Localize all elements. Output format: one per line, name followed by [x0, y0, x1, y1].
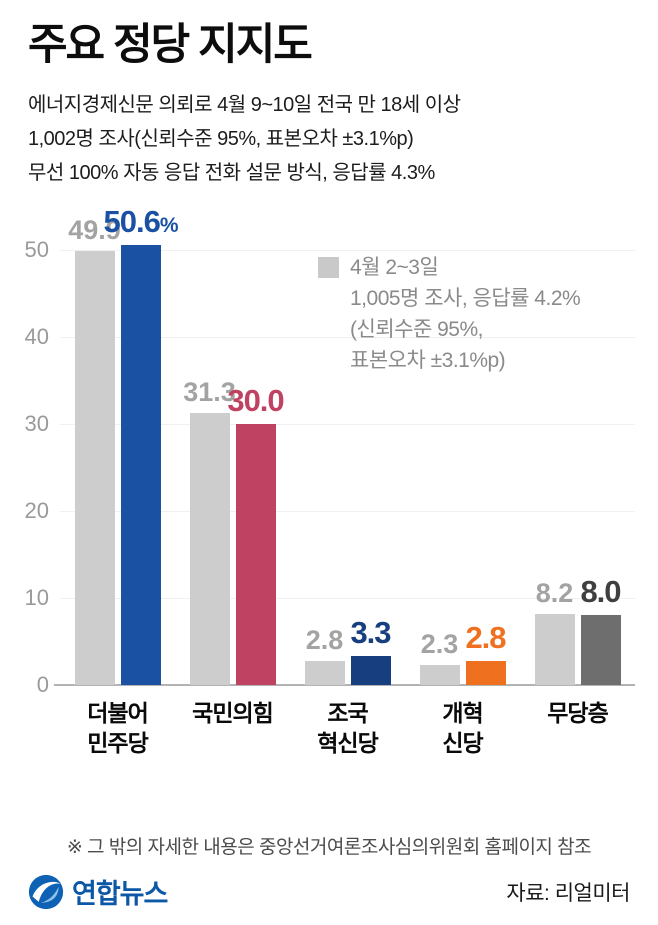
y-tick-label: 30: [24, 411, 49, 436]
survey-description-line-3: 무선 100% 자동 응답 전화 설문 방식, 응답률 4.3%: [28, 162, 435, 184]
value-label: 8.2: [535, 577, 574, 608]
gridline: [60, 424, 635, 425]
legend-text: 4월 2~3일 1,005명 조사, 응답률 4.2% (신뢰수준 95%, 표…: [350, 252, 581, 376]
gridline: [60, 250, 635, 251]
bar-previous-survey: 8.2: [534, 578, 575, 685]
bar-group: 49.9 50.6% 더불어 민주당: [68, 204, 178, 756]
survey-description: 에너지경제신문 의뢰로 4월 9~10일 전국 만 18세 이상 1,002명 …: [28, 88, 461, 190]
gridline: [60, 511, 635, 512]
bar-previous-survey: 2.3: [419, 629, 460, 685]
chart-legend: 4월 2~3일 1,005명 조사, 응답률 4.2% (신뢰수준 95%, 표…: [318, 252, 581, 376]
gridline: [60, 337, 635, 338]
bar-group: 2.8 3.3 조국 혁신당: [304, 250, 392, 756]
bar-pair: 49.9 50.6%: [68, 204, 178, 685]
footnote: ※ 그 밖의 자세한 내용은 중앙선거여론조사심의위원회 홈페이지 참조: [66, 837, 592, 858]
bar-current-survey: 30.0: [227, 383, 285, 685]
x-axis-baseline: [54, 684, 635, 686]
page-title: 주요 정당 지지도: [28, 21, 313, 69]
y-tick-label: 50: [24, 237, 49, 262]
value-label: 2.8: [465, 619, 506, 655]
bar-pair: 2.8 3.3: [304, 615, 392, 685]
bar-pair: 2.3 2.8: [419, 620, 507, 685]
yonhap-logo: 연합뉴스: [28, 872, 168, 911]
category-label: 더불어 민주당: [87, 700, 148, 756]
y-axis: 0 10 20 30 40 50: [0, 237, 55, 697]
value-label: 49.9: [68, 214, 121, 245]
legend-line-4: 표본오차 ±3.1%p): [350, 349, 506, 372]
yonhap-logo-text: 연합뉴스: [72, 879, 168, 909]
category-label: 무당층: [547, 700, 608, 726]
yonhap-globe-icon: [28, 874, 64, 909]
plot-area: 49.9 50.6% 더불어 민주당 31.3 30.0 국민의힘 2.8 3.3 조국 혁신당 2.…: [54, 204, 635, 756]
bar-previous-survey: 49.9: [68, 215, 121, 685]
bar-pair: 31.3 30.0: [183, 377, 285, 685]
bar-previous-survey: 31.3: [183, 377, 236, 685]
legend-line-3: (신뢰수준 95%,: [350, 318, 483, 341]
bar-groups: 49.9 50.6% 더불어 민주당 31.3 30.0 국민의힘 2.8 3.3 조국 혁신당 2.…: [60, 204, 635, 756]
category-label: 조국 혁신당: [317, 700, 378, 756]
bar-previous-survey: 2.8: [304, 625, 345, 685]
category-label: 국민의힘: [192, 700, 274, 726]
y-tick-label: 10: [24, 585, 49, 610]
bar-chart: 0 10 20 30 40 50 49.9 50.6% 더불어 민주당 31.3 30.0 국민의힘 2…: [0, 204, 658, 795]
bar-group: 2.3 2.8 개혁 신당: [419, 250, 507, 756]
y-tick-label: 0: [36, 672, 49, 697]
bar-current-survey: 2.8: [465, 620, 507, 685]
survey-description-line-1: 에너지경제신문 의뢰로 4월 9~10일 전국 만 18세 이상: [28, 94, 461, 116]
gridline: [60, 598, 635, 599]
legend-swatch: [318, 257, 339, 278]
category-label: 개혁 신당: [442, 700, 483, 756]
footer-bar: 연합뉴스 자료: 리얼미터: [28, 872, 630, 911]
value-label: 8.0: [580, 574, 621, 610]
value-label: 3.3: [350, 615, 391, 651]
value-label: 30.0: [227, 383, 284, 418]
legend-line-1: 4월 2~3일: [350, 256, 439, 279]
survey-description-line-2: 1,002명 조사(신뢰수준 95%, 표본오차 ±3.1%p): [28, 128, 414, 150]
source-credit: 자료: 리얼미터: [506, 881, 630, 905]
bar-current-survey: 50.6%: [103, 204, 178, 685]
bar-group: 8.2 8.0 무당층: [534, 250, 622, 726]
value-label: 2.3: [420, 629, 459, 659]
value-label: 31.3: [183, 376, 236, 407]
bar-group: 31.3 30.0 국민의힘: [183, 250, 285, 726]
legend-line-2: 1,005명 조사, 응답률 4.2%: [350, 287, 581, 310]
value-label: 50.6%: [103, 203, 178, 239]
y-tick-label: 40: [24, 324, 49, 349]
bar-pair: 8.2 8.0: [534, 574, 622, 685]
y-tick-label: 20: [24, 498, 49, 523]
bar-current-survey: 8.0: [580, 574, 622, 685]
value-label: 2.8: [305, 624, 344, 655]
bar-current-survey: 3.3: [350, 615, 392, 685]
